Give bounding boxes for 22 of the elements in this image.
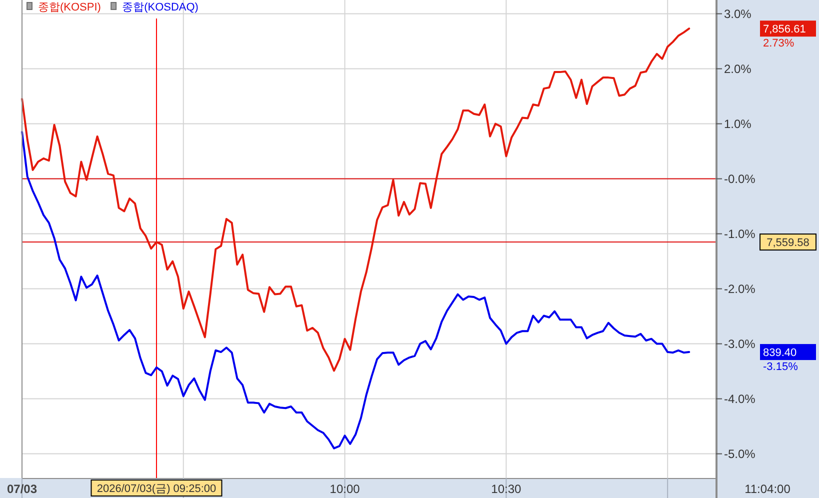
line-series: [21, 131, 690, 450]
x-tick-label: 10:00: [330, 482, 360, 496]
y-tick-label: 3.0%: [724, 6, 752, 21]
x-tick-label: 07/03: [6, 482, 38, 496]
y-tick-label: -0.0%: [724, 172, 756, 186]
text: -3.15%: [763, 361, 798, 374]
y-tick-label: -3.0%: [724, 336, 756, 351]
y-tick-label: -4.0%: [724, 392, 756, 406]
y-tick-label: 1.0%: [724, 116, 752, 131]
y-tick-label: -1.0%: [724, 226, 756, 241]
text: 2.73%: [763, 38, 794, 50]
y-tick-label: -2.0%: [724, 282, 756, 296]
text: 7,856.61: [763, 24, 806, 36]
text: 종합(KOSDAQ): [122, 2, 198, 14]
text: 종합(KOSPI): [38, 2, 101, 14]
text: 7,559.58: [766, 237, 810, 250]
y-tick-label: -5.0%: [724, 446, 756, 461]
x-tick-label: 10:30: [491, 482, 522, 496]
text: 2026/07/03(금) 09:25:00: [96, 483, 216, 495]
text: 11:04:00: [744, 482, 791, 496]
y-tick-label: 2.0%: [724, 62, 752, 76]
text: 839.40: [763, 347, 797, 360]
